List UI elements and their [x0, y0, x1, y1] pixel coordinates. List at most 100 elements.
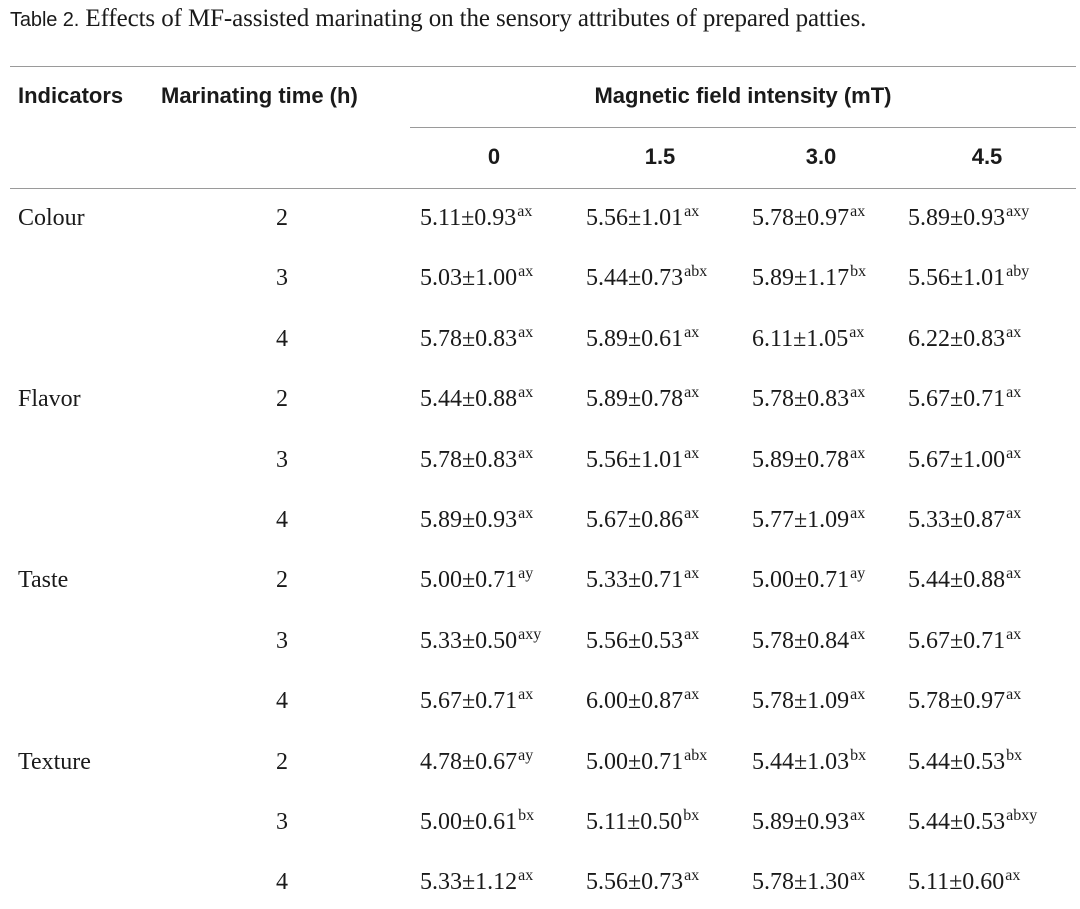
table-cell: 5.89±1.17bx — [752, 263, 866, 296]
cell-significance-letters: ax — [684, 384, 700, 401]
row-marinating-time: 2 — [276, 205, 288, 231]
cell-value: 5.67±0.86 — [586, 507, 684, 533]
table-cell: 5.78±1.30ax — [752, 867, 865, 900]
row-marinating-time: 4 — [276, 869, 288, 895]
cell-significance-letters: axy — [1006, 203, 1030, 220]
cell-significance-letters: bx — [683, 807, 700, 824]
cell-value: 5.03±1.00 — [420, 265, 518, 291]
header-intensity-3.0: 3.0 — [805, 144, 837, 169]
cell-significance-letters: ax — [518, 686, 534, 703]
cell-value: 4.78±0.67 — [420, 749, 518, 775]
cell-value: 5.67±1.00 — [908, 447, 1006, 473]
cell-value: 5.89±1.17 — [752, 265, 850, 291]
table-cell: 5.11±0.93ax — [420, 203, 532, 236]
cell-significance-letters: ax — [1006, 324, 1022, 341]
cell-value: 5.56±0.53 — [586, 628, 684, 654]
cell-value: 5.00±0.61 — [420, 809, 518, 835]
cell-value: 5.89±0.93 — [908, 205, 1006, 231]
cell-value: 5.44±0.53 — [908, 749, 1006, 775]
cell-significance-letters: bx — [850, 747, 867, 764]
cell-value: 5.56±1.01 — [908, 265, 1006, 291]
header-intensity-4.5: 4.5 — [971, 144, 1003, 169]
cell-value: 5.78±0.97 — [752, 205, 850, 231]
cell-value: 5.56±0.73 — [586, 869, 684, 895]
cell-value: 5.56±1.01 — [586, 205, 684, 231]
row-marinating-time: 4 — [276, 507, 288, 533]
cell-value: 5.44±0.88 — [420, 386, 518, 412]
table-cell: 5.11±0.60ax — [908, 867, 1020, 900]
cell-value: 5.89±0.78 — [752, 447, 850, 473]
table-cell: 5.89±0.61ax — [586, 324, 699, 357]
table-cell: 5.44±0.53abxy — [908, 807, 1037, 840]
cell-significance-letters: ax — [850, 445, 866, 462]
table-cell: 5.78±0.97ax — [908, 686, 1021, 719]
header-indicators: Indicators — [18, 83, 124, 108]
cell-significance-letters: ax — [1006, 505, 1022, 522]
table-cell: 5.44±0.88ax — [908, 565, 1021, 598]
cell-significance-letters: ax — [850, 626, 866, 643]
cell-value: 5.11±0.50 — [586, 809, 683, 835]
cell-value: 5.78±0.83 — [420, 326, 518, 352]
cell-value: 5.11±0.93 — [420, 205, 517, 231]
cell-value: 5.44±0.73 — [586, 265, 684, 291]
cell-significance-letters: ax — [684, 505, 700, 522]
table-cell: 5.78±0.83ax — [752, 384, 865, 417]
header-bottom-rule — [10, 188, 1076, 189]
cell-value: 5.78±1.30 — [752, 869, 850, 895]
row-marinating-time: 3 — [276, 447, 288, 473]
cell-value: 5.11±0.60 — [908, 869, 1005, 895]
table-cell: 5.89±0.93axy — [908, 203, 1029, 236]
row-marinating-time: 3 — [276, 265, 288, 291]
table-cell: 5.78±0.97ax — [752, 203, 865, 236]
cell-significance-letters: ax — [684, 626, 700, 643]
cell-significance-letters: ax — [850, 505, 866, 522]
cell-value: 6.00±0.87 — [586, 688, 684, 714]
cell-significance-letters: abxy — [1006, 807, 1038, 824]
row-indicator: Texture — [18, 749, 91, 775]
cell-value: 5.67±0.71 — [420, 688, 518, 714]
table-cell: 5.00±0.71ay — [752, 565, 865, 598]
table-cell: 5.56±1.01aby — [908, 263, 1029, 296]
header-intensity-0: 0 — [487, 144, 501, 169]
cell-significance-letters: ax — [1006, 686, 1022, 703]
table-cell: 6.22±0.83ax — [908, 324, 1021, 357]
table-cell: 5.00±0.71ay — [420, 565, 533, 598]
cell-significance-letters: ax — [684, 203, 700, 220]
cell-value: 5.00±0.71 — [586, 749, 684, 775]
cell-significance-letters: axy — [518, 626, 542, 643]
cell-significance-letters: ax — [518, 867, 534, 884]
table-cell: 5.67±0.86ax — [586, 505, 699, 538]
cell-significance-letters: ax — [849, 324, 865, 341]
cell-significance-letters: ax — [518, 324, 534, 341]
cell-significance-letters: ax — [518, 384, 534, 401]
table-cell: 5.77±1.09ax — [752, 505, 865, 538]
row-marinating-time: 4 — [276, 326, 288, 352]
table-cell: 5.44±1.03bx — [752, 747, 866, 780]
cell-value: 5.78±0.83 — [752, 386, 850, 412]
table-cell: 6.11±1.05ax — [752, 324, 864, 357]
cell-value: 5.78±0.84 — [752, 628, 850, 654]
caption-label: Table 2. — [10, 9, 80, 31]
table-cell: 5.78±0.84ax — [752, 626, 865, 659]
cell-significance-letters: ay — [518, 565, 534, 582]
cell-value: 5.89±0.61 — [586, 326, 684, 352]
cell-significance-letters: ax — [684, 867, 700, 884]
cell-value: 5.44±0.88 — [908, 567, 1006, 593]
row-marinating-time: 4 — [276, 688, 288, 714]
table-cell: 5.00±0.71abx — [586, 747, 707, 780]
table-cell: 5.33±0.71ax — [586, 565, 699, 598]
cell-value: 6.11±1.05 — [752, 326, 849, 352]
cell-significance-letters: abx — [684, 747, 708, 764]
cell-value: 5.89±0.78 — [586, 386, 684, 412]
header-intensity-1.5: 1.5 — [644, 144, 676, 169]
cell-significance-letters: bx — [518, 807, 535, 824]
cell-value: 5.78±0.97 — [908, 688, 1006, 714]
table-cell: 5.03±1.00ax — [420, 263, 533, 296]
cell-value: 5.33±0.71 — [586, 567, 684, 593]
cell-value: 5.78±1.09 — [752, 688, 850, 714]
cell-significance-letters: ax — [518, 445, 534, 462]
table-cell: 5.44±0.73abx — [586, 263, 707, 296]
table-cell: 5.44±0.88ax — [420, 384, 533, 417]
cell-significance-letters: ax — [850, 384, 866, 401]
cell-significance-letters: ax — [1006, 445, 1022, 462]
